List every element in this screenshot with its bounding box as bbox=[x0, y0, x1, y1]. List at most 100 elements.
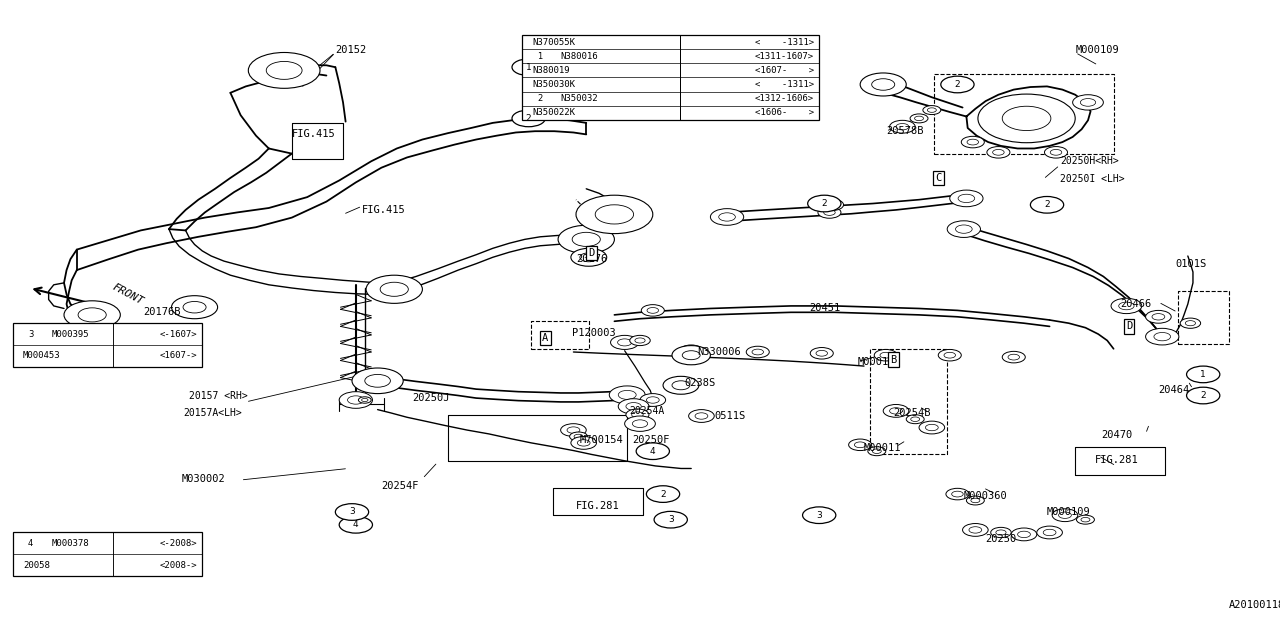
Text: N380019: N380019 bbox=[532, 66, 570, 75]
Text: 20466: 20466 bbox=[1120, 299, 1151, 309]
Circle shape bbox=[512, 110, 545, 127]
Text: M00011: M00011 bbox=[864, 443, 901, 453]
Text: <1607-    >: <1607- > bbox=[755, 66, 814, 75]
Text: 20250I <LH>: 20250I <LH> bbox=[1060, 174, 1124, 184]
Text: A201001187: A201001187 bbox=[1229, 600, 1280, 610]
Circle shape bbox=[571, 248, 607, 266]
Circle shape bbox=[526, 92, 554, 106]
Circle shape bbox=[570, 432, 588, 441]
FancyBboxPatch shape bbox=[13, 532, 202, 576]
Text: <1312-1606>: <1312-1606> bbox=[755, 94, 814, 103]
Text: 20254A: 20254A bbox=[630, 406, 666, 416]
Circle shape bbox=[1002, 351, 1025, 363]
Text: M030002: M030002 bbox=[182, 474, 225, 484]
Circle shape bbox=[17, 536, 45, 550]
Text: 2: 2 bbox=[1044, 200, 1050, 209]
Circle shape bbox=[910, 114, 928, 123]
Circle shape bbox=[641, 305, 664, 316]
Text: N350022K: N350022K bbox=[532, 108, 576, 117]
Circle shape bbox=[1076, 515, 1094, 524]
Text: 2: 2 bbox=[526, 114, 531, 123]
Text: 1: 1 bbox=[538, 52, 543, 61]
Text: 4: 4 bbox=[28, 539, 33, 548]
Text: M000182: M000182 bbox=[858, 356, 901, 367]
Circle shape bbox=[860, 73, 906, 96]
Circle shape bbox=[991, 527, 1011, 538]
Circle shape bbox=[526, 49, 554, 63]
Circle shape bbox=[689, 410, 714, 422]
Circle shape bbox=[17, 327, 45, 341]
Circle shape bbox=[746, 346, 769, 358]
Text: 3: 3 bbox=[668, 515, 673, 524]
Circle shape bbox=[640, 394, 666, 406]
Text: N350030K: N350030K bbox=[532, 80, 576, 89]
Text: FIG.281: FIG.281 bbox=[1094, 454, 1138, 465]
Circle shape bbox=[1111, 298, 1142, 314]
Text: 20250F: 20250F bbox=[632, 435, 669, 445]
Text: 20250J: 20250J bbox=[412, 393, 449, 403]
Circle shape bbox=[923, 106, 941, 115]
Text: 20578B: 20578B bbox=[886, 126, 923, 136]
Circle shape bbox=[172, 296, 218, 319]
Text: 20152: 20152 bbox=[335, 45, 366, 55]
Text: M000109: M000109 bbox=[1047, 507, 1091, 517]
Circle shape bbox=[941, 76, 974, 93]
Text: 20157A<LH>: 20157A<LH> bbox=[183, 408, 242, 418]
FancyBboxPatch shape bbox=[522, 35, 819, 120]
Circle shape bbox=[919, 421, 945, 434]
Circle shape bbox=[680, 345, 703, 356]
Circle shape bbox=[663, 376, 699, 394]
Circle shape bbox=[558, 225, 614, 253]
Circle shape bbox=[808, 195, 841, 212]
Text: A: A bbox=[543, 333, 548, 343]
Circle shape bbox=[868, 447, 886, 456]
Circle shape bbox=[906, 415, 924, 424]
Text: 0238S: 0238S bbox=[685, 378, 716, 388]
Circle shape bbox=[874, 349, 897, 361]
Text: <-2008>: <-2008> bbox=[160, 539, 197, 548]
Circle shape bbox=[961, 136, 984, 148]
Text: 0511S: 0511S bbox=[714, 411, 745, 421]
Circle shape bbox=[1187, 366, 1220, 383]
Text: 4: 4 bbox=[650, 447, 655, 456]
Text: 20464: 20464 bbox=[1158, 385, 1189, 396]
Circle shape bbox=[849, 439, 872, 451]
Text: <1311-1607>: <1311-1607> bbox=[755, 52, 814, 61]
Text: <1607->: <1607-> bbox=[160, 351, 197, 360]
Text: M000378: M000378 bbox=[51, 539, 88, 548]
Circle shape bbox=[1044, 147, 1068, 158]
Circle shape bbox=[950, 190, 983, 207]
Text: N380016: N380016 bbox=[561, 52, 598, 61]
Circle shape bbox=[1030, 196, 1064, 213]
Circle shape bbox=[646, 486, 680, 502]
Circle shape bbox=[1146, 328, 1179, 345]
Text: 2: 2 bbox=[1201, 391, 1206, 400]
Circle shape bbox=[625, 416, 655, 431]
Text: FIG.281: FIG.281 bbox=[576, 500, 620, 511]
Circle shape bbox=[810, 348, 833, 359]
Text: <2008->: <2008-> bbox=[160, 561, 197, 570]
Circle shape bbox=[818, 207, 841, 218]
Text: D: D bbox=[1126, 321, 1132, 332]
Circle shape bbox=[1073, 95, 1103, 110]
Text: M000360: M000360 bbox=[964, 491, 1007, 501]
Circle shape bbox=[890, 120, 915, 133]
Circle shape bbox=[366, 275, 422, 303]
Text: 0101S: 0101S bbox=[1175, 259, 1206, 269]
Text: M000453: M000453 bbox=[23, 351, 60, 360]
Circle shape bbox=[64, 301, 120, 329]
Text: C: C bbox=[936, 173, 941, 183]
Text: 20058: 20058 bbox=[23, 561, 50, 570]
Circle shape bbox=[966, 496, 984, 505]
Circle shape bbox=[883, 404, 909, 417]
Text: N330006: N330006 bbox=[698, 347, 741, 357]
Circle shape bbox=[947, 221, 980, 237]
Circle shape bbox=[963, 524, 988, 536]
Circle shape bbox=[339, 392, 372, 408]
Text: <-1607>: <-1607> bbox=[160, 330, 197, 339]
Circle shape bbox=[1187, 387, 1220, 404]
Text: D: D bbox=[589, 248, 594, 258]
Circle shape bbox=[576, 195, 653, 234]
Text: <1606-    >: <1606- > bbox=[755, 108, 814, 117]
Circle shape bbox=[561, 424, 586, 436]
